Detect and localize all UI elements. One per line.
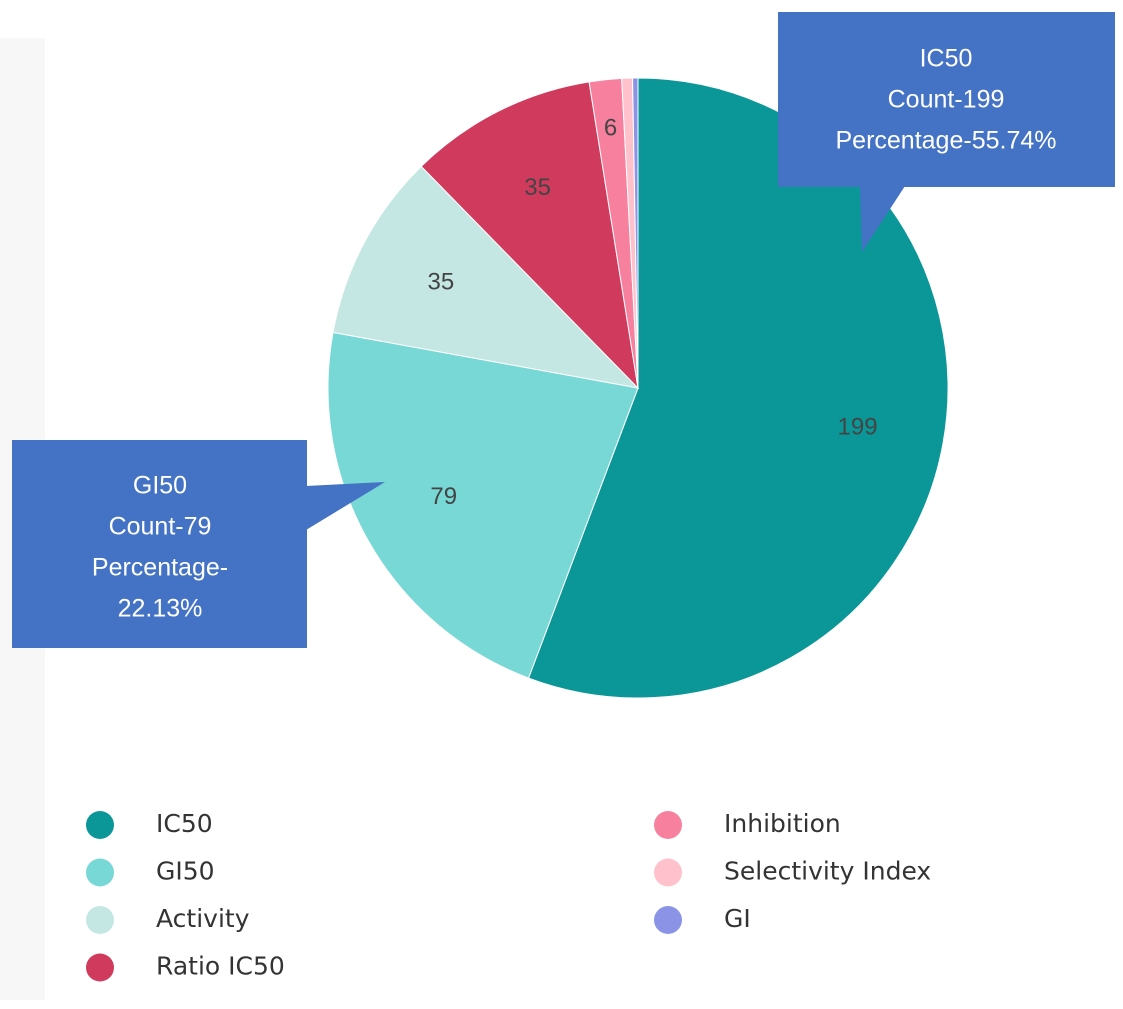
legend-swatch [654, 906, 682, 934]
callout-box [12, 440, 307, 648]
legend-text: Activity [156, 904, 250, 933]
pie-slice [632, 77, 639, 389]
legend-text: IC50 [156, 809, 213, 838]
legend-text: Inhibition [724, 809, 841, 838]
slice-label: 79 [430, 483, 457, 510]
callout-text: Percentage-55.74% [836, 127, 1057, 155]
callout-text: 22.13% [118, 595, 203, 623]
slice-label: 199 [838, 413, 878, 440]
legend-swatch [86, 953, 114, 982]
pie-slice [332, 165, 640, 389]
pie-slice [327, 331, 639, 679]
legend-swatch [86, 858, 114, 887]
callout-text: Percentage- [92, 554, 228, 582]
callout-text: GI50 [133, 472, 187, 500]
legend-text: GI50 [156, 857, 215, 886]
legend-swatch [654, 811, 682, 839]
legend-text: Selectivity Index [724, 857, 931, 886]
callout-pointer [860, 186, 905, 252]
slice-label: 35 [428, 269, 455, 296]
callout-text: IC50 [920, 45, 973, 73]
legend-swatch [86, 811, 114, 839]
slice-label: 6 [604, 114, 617, 141]
pie-slice [420, 81, 639, 390]
legend-swatch [654, 858, 682, 887]
legend-swatch [86, 906, 114, 934]
callout-text: Count-79 [109, 513, 212, 541]
callout-pointer [306, 482, 385, 530]
legend-text: GI [724, 904, 751, 933]
slice-label: 35 [524, 174, 551, 201]
callout-text: Count-199 [888, 86, 1005, 114]
callout-box [778, 12, 1115, 187]
legend-text: Ratio IC50 [156, 952, 285, 981]
